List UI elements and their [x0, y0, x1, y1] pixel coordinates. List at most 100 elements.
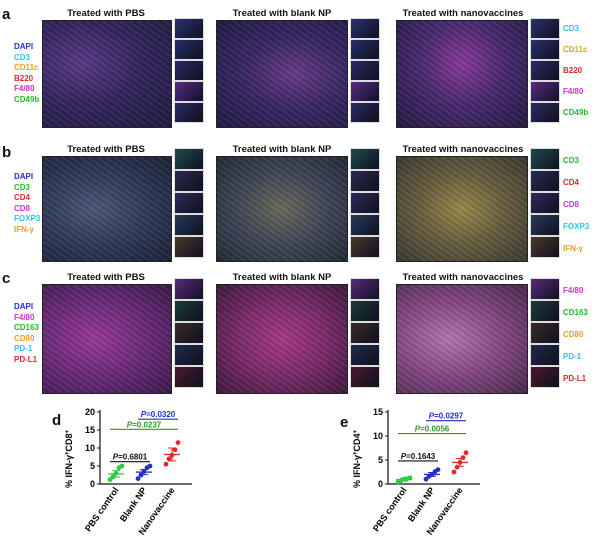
- marker-legend-b: DAPI CD3 CD4 CD8 FOXP3 IFN-γ: [14, 172, 40, 235]
- panel-letter-e: e: [340, 414, 349, 431]
- chart-d-comparison-label-1: P=0.0237: [127, 420, 162, 429]
- title-c-pbs: Treated with PBS: [67, 272, 145, 283]
- title-c-blank-np: Treated with blank NP: [232, 272, 332, 283]
- panel-letter-c: c: [2, 270, 11, 287]
- channel-tile-a-0: [350, 18, 380, 39]
- marker-label-c-2: CD163: [14, 323, 39, 332]
- channel-tile-c-2: [530, 322, 560, 344]
- channel-label-c-0: F4/80: [563, 286, 584, 295]
- marker-label-a-1: CD3: [14, 52, 31, 62]
- chart-d-ytick-label-3: 15: [85, 425, 95, 435]
- channel-tile-b-0: [530, 148, 560, 170]
- marker-label-a-5: CD49b: [14, 94, 40, 104]
- panel-letter-d: d: [52, 412, 62, 429]
- channel-tile-b-3: [530, 214, 560, 236]
- marker-label-c-3: CD80: [14, 333, 35, 343]
- channel-tile-c-4: [350, 366, 380, 388]
- title-a-blank-np: Treated with blank NP: [232, 8, 332, 19]
- chart-d-ytick-label-0: 0: [90, 479, 95, 489]
- panel-letter-a: a: [2, 6, 11, 23]
- channel-tile-a-3: [174, 81, 204, 102]
- channel-tile-c-0: [350, 278, 380, 300]
- marker-label-b-0: DAPI: [14, 172, 34, 181]
- chart-e-comparison-label-2: P=0.0297: [429, 412, 464, 421]
- marker-label-a-0: DAPI: [14, 42, 34, 51]
- chart-d-category-1: Blank NP: [118, 485, 149, 523]
- channel-label-b-4: IFN-γ: [563, 244, 583, 253]
- marker-label-b-2: CD4: [14, 193, 31, 202]
- channel-tile-b-4: [174, 236, 204, 258]
- chart-d-point-0-4: [119, 463, 125, 469]
- channel-tile-b-4: [350, 236, 380, 258]
- chart-d-point-2-1: [166, 456, 172, 462]
- channel-tile-c-4: [174, 366, 204, 388]
- chart-e-category-1: Blank NP: [406, 485, 437, 523]
- channel-tile-c-4: [530, 366, 560, 388]
- micrograph-c-nanovaccines: [396, 284, 528, 394]
- title-a-nanovaccines: Treated with nanovaccines: [402, 8, 524, 19]
- chart-e-ytick-label-0: 0: [378, 479, 383, 489]
- channel-label-a-0: CD3: [563, 24, 580, 33]
- channel-label-b-2: CD8: [563, 200, 580, 209]
- chart-e-point-1-4: [435, 467, 441, 472]
- channel-label-c-4: PD-L1: [563, 374, 587, 383]
- channel-tile-b-3: [174, 214, 204, 236]
- chart-d-ytick-label-1: 5: [90, 461, 95, 471]
- panel-letter-b: b: [2, 144, 12, 161]
- chart-e-ytick-label-2: 10: [373, 431, 383, 441]
- chart-d-point-1-0: [135, 476, 141, 481]
- channel-tile-a-4: [174, 102, 204, 123]
- marker-label-c-0: DAPI: [14, 302, 34, 311]
- marker-legend-c: DAPI F4/80 CD163 CD80 PD-1 PD-L1: [14, 302, 39, 365]
- micrograph-b-blank-np: [216, 156, 348, 262]
- channel-label-a-3: F4/80: [563, 87, 584, 96]
- chart-d-point-2-0: [163, 461, 169, 467]
- channel-tile-a-2: [174, 60, 204, 81]
- channel-label-c-3: PD-1: [563, 352, 582, 361]
- channel-tile-a-2: [530, 60, 560, 81]
- chart-d-comparison-label-2: P=0.0320: [141, 410, 176, 419]
- chart-e-point-2-0: [451, 469, 457, 475]
- channel-tile-a-4: [530, 102, 560, 123]
- chart-d-point-0-0: [107, 477, 113, 483]
- channel-tile-b-2: [530, 192, 560, 214]
- marker-label-b-4: FOXP3: [14, 214, 41, 223]
- chart-d-category-0: PBS control: [83, 485, 121, 533]
- channel-tile-c-2: [174, 322, 204, 344]
- channel-tile-b-3: [350, 214, 380, 236]
- channel-tile-a-1: [530, 39, 560, 60]
- channel-tile-c-3: [174, 344, 204, 366]
- chart-d-ylabel: % IFN-γ+CD8+: [64, 429, 74, 488]
- channel-tile-b-2: [174, 192, 204, 214]
- chart-e-ylabel: % IFN-γ+CD4+: [352, 429, 362, 488]
- micrograph-c-blank-np: [216, 284, 348, 394]
- channel-tile-a-3: [530, 81, 560, 102]
- title-c-nanovaccines: Treated with nanovaccines: [402, 272, 524, 283]
- chart-e-category-0: PBS control: [371, 485, 409, 533]
- channel-label-c-1: CD163: [563, 308, 588, 317]
- channel-tile-c-1: [174, 300, 204, 322]
- channel-label-b-1: CD4: [563, 178, 580, 187]
- channel-tile-c-1: [350, 300, 380, 322]
- channel-tile-c-0: [530, 278, 560, 300]
- title-b-pbs: Treated with PBS: [67, 144, 145, 155]
- marker-label-c-1: F4/80: [14, 312, 35, 322]
- channel-tile-b-0: [174, 148, 204, 170]
- chart-d-ytick-label-2: 10: [85, 443, 95, 453]
- title-a-pbs: Treated with PBS: [67, 8, 145, 19]
- chart-e-ytick-label-3: 15: [373, 407, 383, 417]
- channel-tile-a-3: [350, 81, 380, 102]
- channel-tile-a-2: [350, 60, 380, 81]
- channel-label-a-1: CD11c: [563, 45, 588, 54]
- channel-tile-c-0: [174, 278, 204, 300]
- chart-e-point-2-1: [454, 464, 460, 470]
- marker-label-b-3: CD8: [14, 203, 31, 213]
- micrograph-c-pbs: [42, 284, 172, 394]
- micrograph-a-blank-np: [216, 20, 348, 128]
- channel-label-b-0: CD3: [563, 156, 580, 165]
- channel-tile-a-1: [174, 39, 204, 60]
- marker-label-c-4: PD-1: [14, 344, 33, 353]
- channel-tile-b-4: [530, 236, 560, 258]
- chart-d-comparison-label-0: P=0.6801: [113, 453, 148, 462]
